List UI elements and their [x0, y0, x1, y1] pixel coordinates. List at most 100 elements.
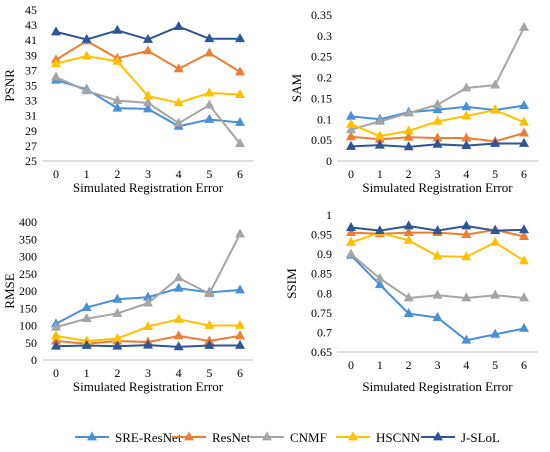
chart2-y-axis-label: RMSE: [2, 273, 17, 308]
chart1-xtick-label: 4: [463, 167, 469, 181]
chart0-y-axis-label: PSNR: [2, 69, 17, 102]
legend-marker-resnet: [184, 431, 194, 441]
chart1-ytick-label: 0.35: [311, 8, 332, 22]
chart3-data-point-sre-resnet: [490, 328, 501, 338]
chart2-data-point-j-slol: [235, 339, 245, 349]
chart2-data-point-sre-resnet: [112, 293, 123, 303]
chart0-ytick-label: 43: [25, 18, 37, 32]
chart2-data-point-j-slol: [204, 339, 215, 349]
chart2-data-point-cnmf: [173, 272, 184, 282]
chart1-y-axis-label: SAM: [289, 73, 304, 102]
chart3-x-axis-label: Simulated Registration Error: [362, 379, 513, 394]
chart1-data-point-cnmf: [403, 107, 414, 117]
chart0-xtick-label: 4: [176, 167, 182, 181]
chart3-data-point-hscnn: [490, 236, 501, 246]
chart2-data-point-cnmf: [112, 307, 123, 317]
chart0-xtick-label: 5: [206, 167, 212, 181]
chart3-data-point-resnet: [519, 230, 529, 240]
chart1-xtick-label: 3: [435, 167, 441, 181]
legend-label-cnmf: CNMF: [290, 430, 327, 445]
chart0-ytick-label: 27: [25, 139, 37, 153]
legend-marker-j-slol: [433, 431, 443, 441]
chart2-data-point-hscnn: [112, 333, 123, 343]
chart0-data-point-hscnn: [235, 88, 245, 98]
chart2-data-point-cnmf: [51, 321, 61, 331]
chart1-series-line-cnmf: [350, 27, 525, 131]
chart0-data-point-j-slol: [204, 33, 215, 43]
chart3-ytick-label: 0.9: [317, 247, 332, 261]
chart2-data-point-sre-resnet: [81, 301, 92, 311]
chart3-data-point-j-slol: [432, 225, 443, 235]
chart1-data-point-hscnn: [403, 125, 414, 135]
chart2-data-point-sre-resnet: [173, 282, 184, 292]
chart1-data-point-sre-resnet: [519, 99, 529, 109]
chart0-data-point-j-slol: [173, 21, 184, 31]
chart0-data-point-cnmf: [173, 117, 184, 127]
chart2-xtick-label: 2: [114, 366, 120, 380]
chart0-data-point-j-slol: [51, 26, 61, 36]
chart3-ytick-label: 0.7: [317, 325, 332, 339]
chart0-data-point-resnet: [173, 63, 184, 73]
chart3-xtick-label: 2: [406, 358, 412, 372]
chart1-data-point-cnmf: [490, 79, 501, 89]
chart0-ytick-label: 25: [25, 154, 37, 168]
chart1-data-point-hscnn: [346, 118, 356, 128]
chart2-data-point-j-slol: [51, 340, 61, 350]
legend-label-j-slol: J-SLoL: [461, 430, 500, 445]
chart3-data-point-resnet: [403, 227, 414, 237]
chart0-ytick-label: 39: [25, 48, 37, 62]
chart2-ytick-label: 300: [19, 250, 37, 264]
chart1-xtick-label: 0: [348, 167, 354, 181]
chart1-data-point-j-slol: [461, 139, 472, 149]
chart2-data-point-hscnn: [51, 330, 61, 340]
chart3-data-point-j-slol: [519, 224, 529, 234]
chart1-data-point-cnmf: [346, 124, 356, 134]
chart1-data-point-hscnn: [461, 110, 472, 120]
chart2-ytick-label: 100: [19, 319, 37, 333]
chart3-data-point-cnmf: [403, 292, 414, 302]
chart1-ytick-label: 0.15: [311, 91, 332, 105]
chart0-data-point-sre-resnet: [143, 103, 153, 113]
chart3-data-point-cnmf: [461, 292, 472, 302]
chart0-ytick-label: 33: [25, 94, 37, 108]
chart1-data-point-j-slol: [346, 140, 356, 150]
legend-label-hscnn: HSCNN: [376, 430, 421, 445]
chart1-data-point-j-slol: [432, 138, 443, 148]
chart2-ytick-label: 250: [19, 267, 37, 281]
chart0-data-point-j-slol: [81, 33, 92, 43]
chart1-data-point-j-slol: [374, 139, 385, 149]
chart0-data-point-j-slol: [235, 33, 245, 43]
chart0-data-point-j-slol: [112, 24, 123, 34]
chart3-data-point-sre-resnet: [519, 322, 529, 332]
chart3-data-point-j-slol: [490, 225, 501, 235]
chart0-data-point-sre-resnet: [204, 113, 215, 123]
chart1-data-point-resnet: [461, 132, 472, 142]
chart3-data-point-cnmf: [346, 248, 356, 258]
legend-marker-hscnn: [348, 431, 358, 441]
chart3-xtick-label: 3: [435, 358, 441, 372]
chart0-ytick-label: 31: [25, 109, 37, 123]
chart2-ytick-label: 200: [19, 284, 37, 298]
chart1-data-point-resnet: [403, 131, 414, 141]
chart3-data-point-resnet: [346, 227, 356, 237]
chart0-xtick-label: 0: [53, 167, 59, 181]
chart1-data-point-sre-resnet: [432, 104, 443, 114]
chart0-x-axis-label: Simulated Registration Error: [73, 180, 224, 195]
chart0-ytick-label: 35: [25, 79, 37, 93]
chart0-data-point-cnmf: [112, 95, 123, 105]
chart2-data-point-cnmf: [204, 288, 215, 298]
chart1-data-point-cnmf: [374, 115, 385, 125]
chart3-data-point-hscnn: [432, 250, 443, 260]
chart0-data-point-cnmf: [235, 138, 245, 148]
chart0-data-point-cnmf: [81, 85, 92, 95]
chart1-ytick-label: 0.05: [311, 133, 332, 147]
chart2-ytick-label: 350: [19, 232, 37, 246]
chart0-data-point-sre-resnet: [235, 116, 245, 126]
chart2-data-point-hscnn: [173, 313, 184, 323]
chart2-data-point-cnmf: [143, 297, 153, 307]
chart0-data-point-resnet: [235, 66, 245, 76]
chart0-data-point-j-slol: [143, 33, 153, 43]
chart3-data-point-resnet: [461, 228, 472, 238]
chart0-ytick-label: 37: [25, 63, 37, 77]
